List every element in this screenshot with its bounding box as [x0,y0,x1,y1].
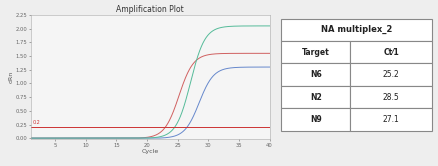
Text: 27.1: 27.1 [383,115,399,124]
Text: Ct⁄1: Ct⁄1 [383,48,399,57]
Bar [350,41,432,63]
Bar [281,63,350,86]
Text: Target: Target [302,48,329,57]
Text: NA multiplex_2: NA multiplex_2 [321,25,392,35]
Text: N6: N6 [310,70,321,79]
Text: 0.2: 0.2 [32,120,40,125]
Bar [350,86,432,108]
Bar [350,63,432,86]
Bar [281,41,350,63]
Title: Amplification Plot: Amplification Plot [116,5,184,14]
X-axis label: Cycle: Cycle [141,149,159,154]
Y-axis label: dRn: dRn [9,71,14,83]
Text: 28.5: 28.5 [383,93,399,102]
Bar [350,108,432,131]
Text: 25.2: 25.2 [383,70,399,79]
Bar [281,108,350,131]
Text: N9: N9 [310,115,321,124]
Bar [281,86,350,108]
Bar [281,19,432,41]
Text: N2: N2 [310,93,321,102]
